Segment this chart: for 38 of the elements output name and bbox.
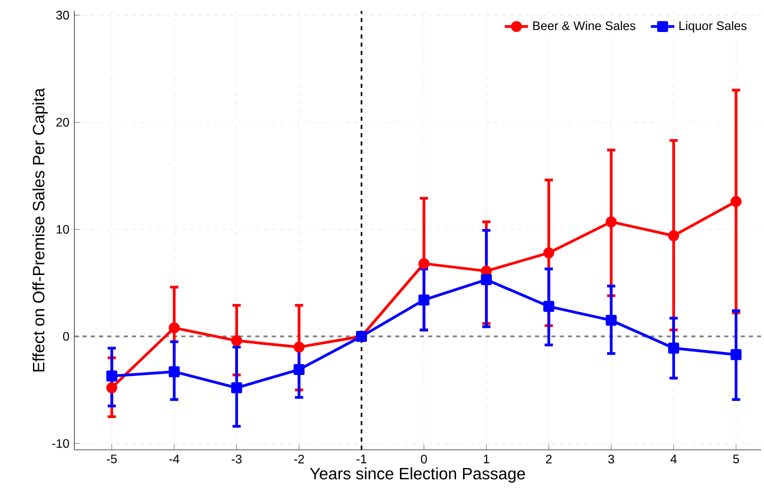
point bbox=[606, 314, 617, 326]
point bbox=[730, 196, 742, 207]
point bbox=[106, 370, 118, 382]
point bbox=[668, 342, 680, 354]
x-tick-label: -3 bbox=[232, 454, 242, 464]
point bbox=[168, 366, 180, 378]
y-tick-label: 30 bbox=[56, 10, 70, 20]
point bbox=[543, 247, 554, 258]
y-axis-title: Effect on Off-Premise Sales Per Capita bbox=[32, 88, 48, 372]
point bbox=[730, 348, 742, 360]
x-tick-label: 4 bbox=[670, 454, 677, 464]
x-tick-label: -5 bbox=[106, 454, 117, 464]
point bbox=[606, 216, 617, 228]
point bbox=[480, 274, 492, 285]
x-tick-label: 5 bbox=[733, 454, 739, 464]
x-tick-label: -2 bbox=[294, 454, 304, 464]
x-tick-label: 3 bbox=[608, 454, 614, 464]
x-tick-label: -4 bbox=[169, 454, 180, 464]
y-tick-label: 0 bbox=[63, 332, 70, 341]
y-tick-label: -10 bbox=[52, 438, 70, 448]
y-tick-label: 10 bbox=[56, 224, 70, 234]
point bbox=[294, 364, 305, 375]
point bbox=[418, 294, 430, 306]
x-tick-label: 2 bbox=[546, 454, 552, 464]
y-tick-label: 20 bbox=[56, 118, 70, 126]
point bbox=[543, 300, 554, 312]
legend-label: Liquor Sales bbox=[679, 20, 747, 32]
point bbox=[668, 230, 680, 242]
point bbox=[294, 341, 305, 352]
legend-label: Beer & Wine Sales bbox=[533, 20, 636, 30]
x-tick-label: -1 bbox=[356, 454, 366, 464]
point bbox=[168, 322, 180, 334]
point bbox=[231, 382, 242, 394]
x-tick-label: 1 bbox=[484, 454, 490, 464]
point bbox=[231, 334, 242, 346]
x-tick-label: 0 bbox=[420, 454, 427, 464]
x-axis-title: Years since Election Passage bbox=[310, 467, 525, 483]
point bbox=[106, 382, 118, 394]
